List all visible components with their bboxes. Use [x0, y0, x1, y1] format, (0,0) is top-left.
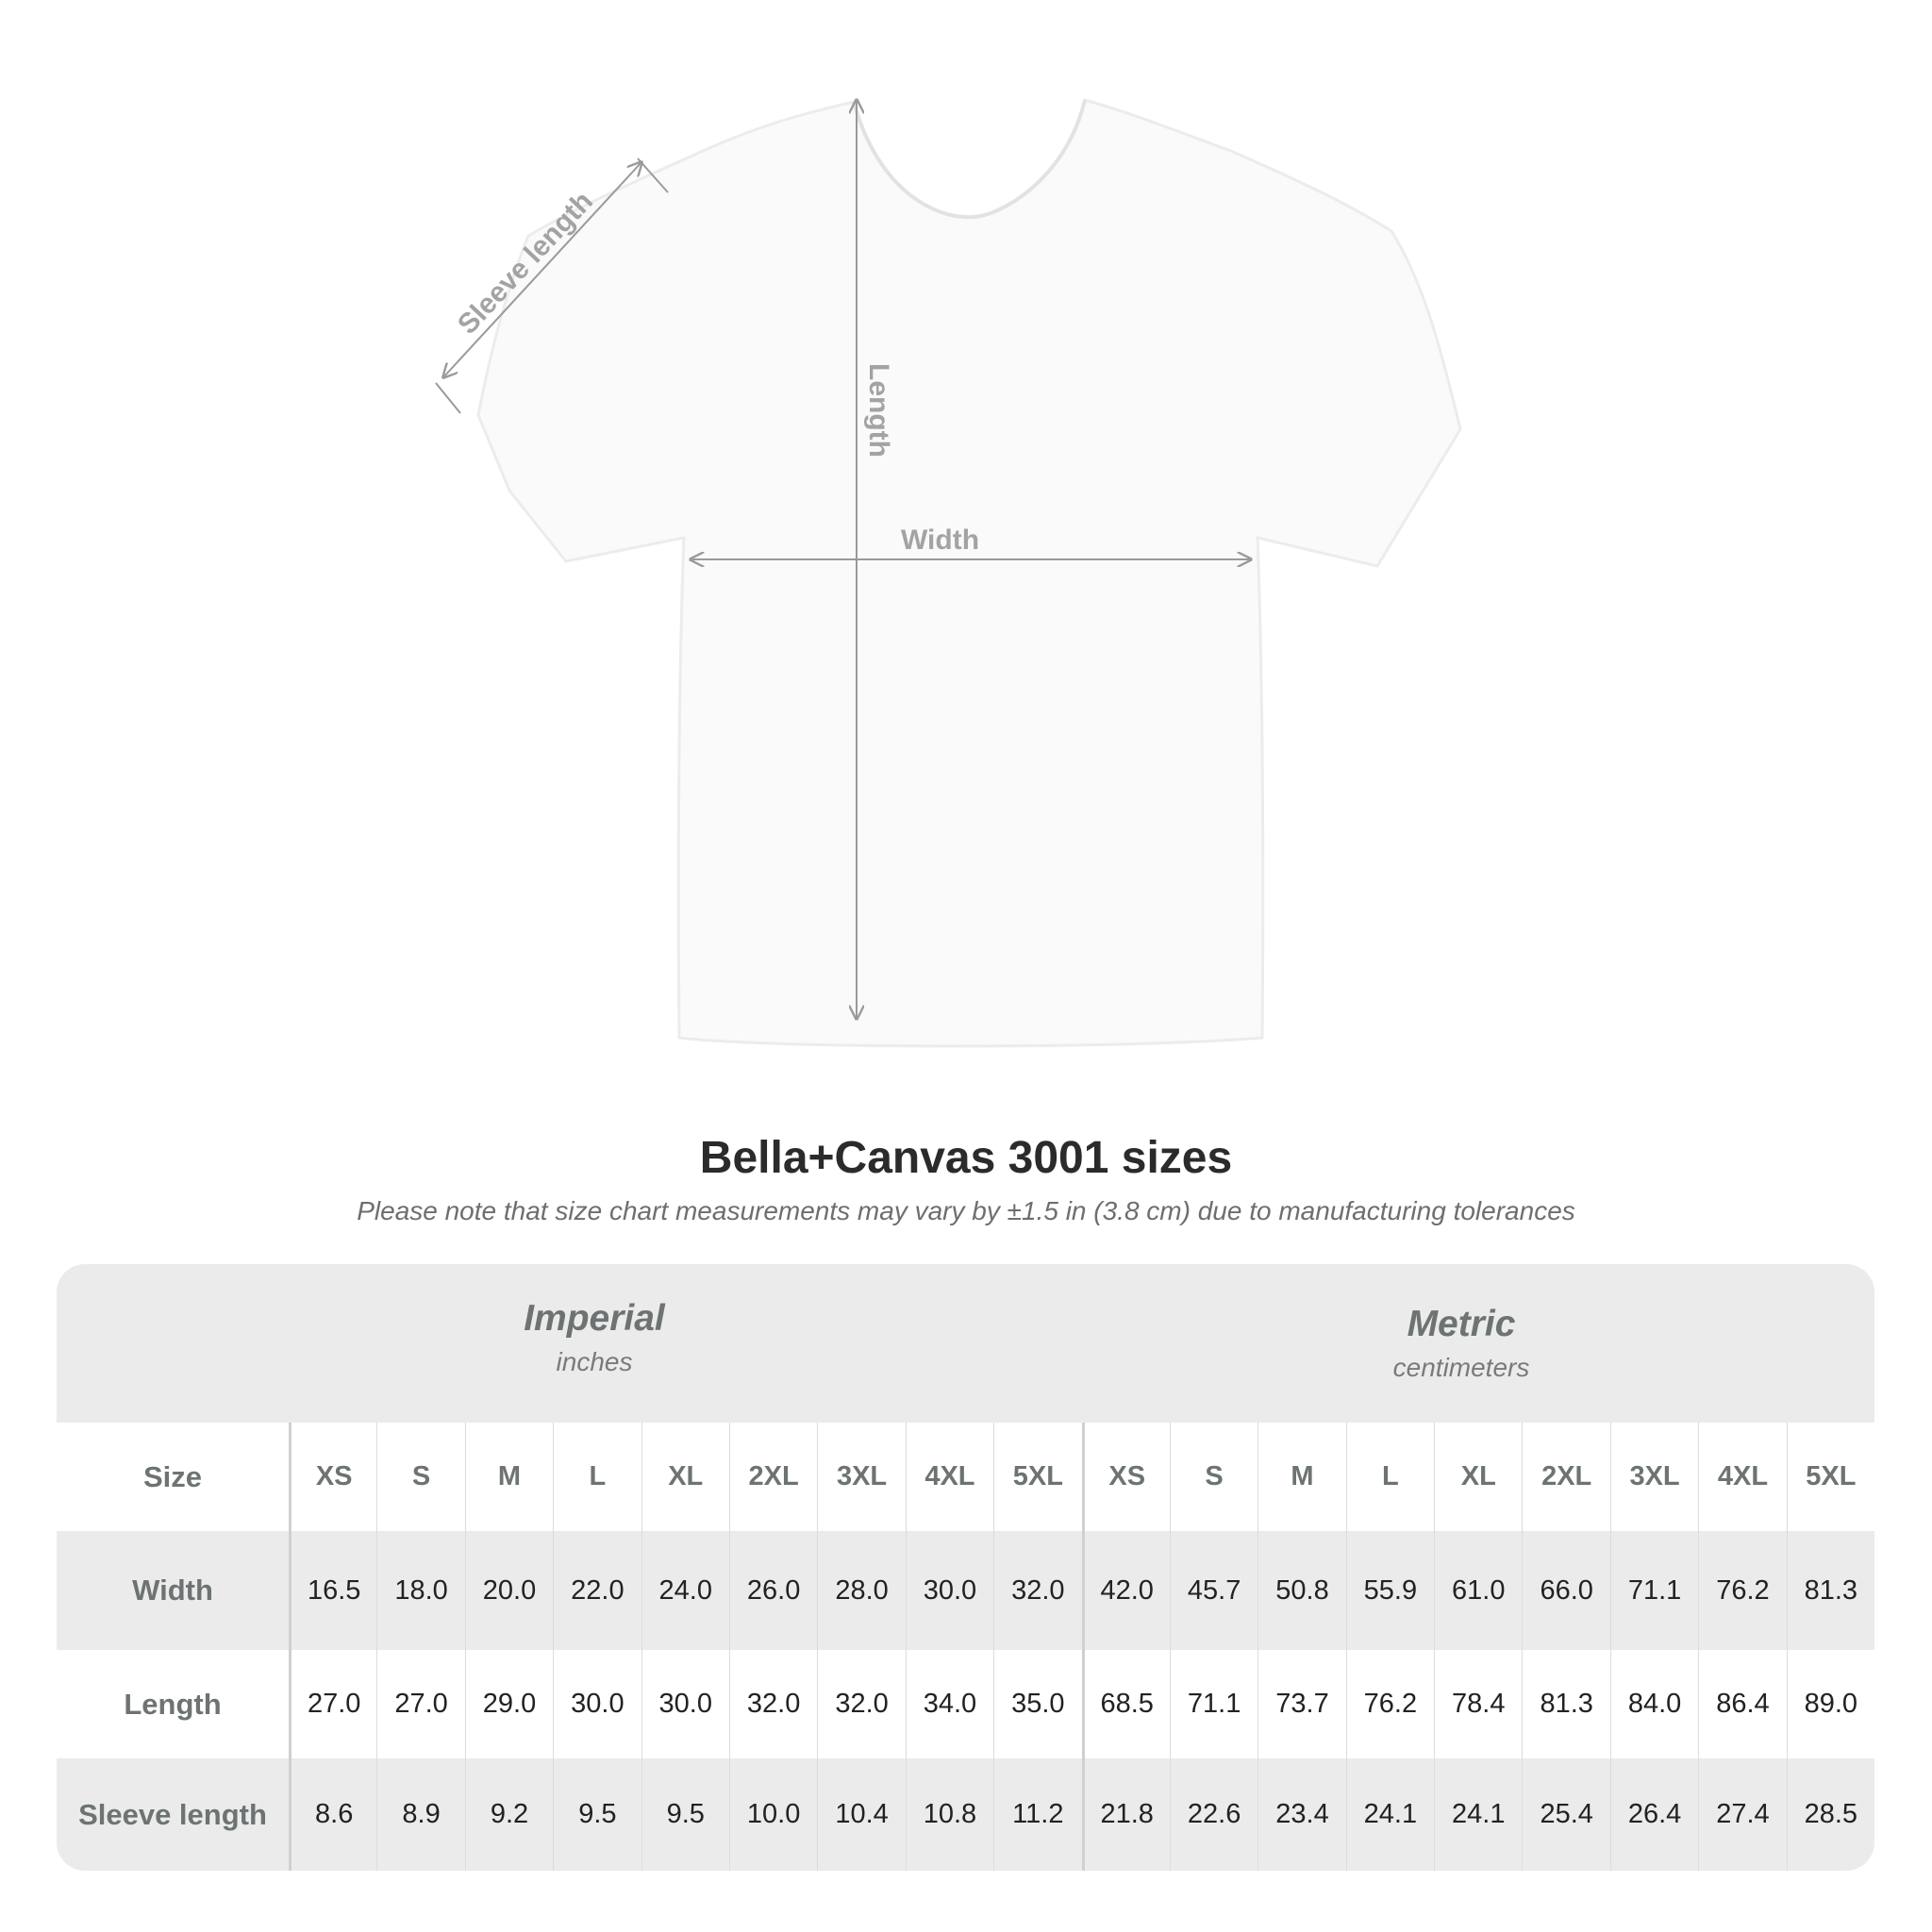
length-label: Length [863, 363, 894, 458]
table-cell: 27.0 [289, 1650, 376, 1758]
table-cell: 24.1 [1434, 1758, 1522, 1871]
table-cell: 8.6 [289, 1758, 376, 1871]
table-cell: 73.7 [1257, 1650, 1345, 1758]
imperial-unit: inches [556, 1347, 633, 1376]
table-cell: 10.4 [817, 1758, 905, 1871]
table-cell: 50.8 [1257, 1531, 1345, 1650]
table-cell: 45.7 [1169, 1531, 1257, 1650]
imperial-header: Imperial inches [311, 1298, 877, 1377]
table-cell: 18.0 [376, 1531, 464, 1650]
size-column-header: M [1257, 1423, 1345, 1531]
row-label: Width [132, 1574, 213, 1607]
metric-unit: centimeters [1392, 1353, 1530, 1382]
size-column-header: XL [1434, 1423, 1522, 1531]
size-column-header: S [1169, 1423, 1257, 1531]
table-cell: 22.6 [1169, 1758, 1257, 1871]
size-table: Imperial inches Metric centimeters Size X… [57, 1264, 1874, 1871]
table-cell: 34.0 [905, 1650, 993, 1758]
table-cell: 8.9 [376, 1758, 464, 1871]
table-cell: 29.0 [464, 1650, 553, 1758]
table-cell: 21.8 [1081, 1758, 1170, 1871]
table-cell: 61.0 [1434, 1531, 1522, 1650]
metric-header: Metric centimeters [1178, 1304, 1744, 1383]
table-cell: 9.2 [464, 1758, 553, 1871]
table-cell: 30.0 [553, 1650, 641, 1758]
page-title: Bella+Canvas 3001 sizes [699, 1133, 1233, 1183]
table-cell: 68.5 [1081, 1650, 1170, 1758]
table-cell: 26.0 [728, 1531, 817, 1650]
table-cell: 30.0 [641, 1650, 729, 1758]
size-column-header: 5XL [993, 1423, 1081, 1531]
table-cell: 35.0 [993, 1650, 1081, 1758]
size-column-header: L [553, 1423, 641, 1531]
table-cell: 24.1 [1345, 1758, 1434, 1871]
size-header-row: Size XS S M L XL 2XL 3XL 4XL 5XL XS S M L XL 2XL 3XL 4XL 5… [57, 1423, 1874, 1531]
header-band [57, 1264, 1874, 1423]
table-cell: 81.3 [1786, 1531, 1874, 1650]
table-row: Width 16.5 18.0 20.0 22.0 24.0 26.0 28.0 30.0 32.… [57, 1531, 1874, 1650]
table-cell: 10.8 [905, 1758, 993, 1871]
table-cell: 28.5 [1786, 1758, 1874, 1871]
row-label: Length [124, 1687, 222, 1721]
tshirt-image [476, 98, 1462, 1048]
table-row: Sleeve length 8.6 8.9 9.2 9.5 9.5 10.0 10.4 10.8… [57, 1758, 1874, 1871]
table-cell: 89.0 [1786, 1650, 1874, 1758]
table-cell: 10.0 [728, 1758, 817, 1871]
tolerance-note: Please note that size chart measurements… [357, 1196, 1575, 1225]
width-label: Width [901, 525, 979, 556]
size-column-header: L [1345, 1423, 1434, 1531]
table-cell: 24.0 [641, 1531, 729, 1650]
table-cell: 9.5 [641, 1758, 729, 1871]
imperial-label: Imperial [524, 1298, 665, 1339]
table-cell: 32.0 [993, 1531, 1081, 1650]
table-cell: 42.0 [1081, 1531, 1170, 1650]
table-cell: 86.4 [1698, 1650, 1786, 1758]
size-column-header: XS [289, 1423, 376, 1531]
tshirt-diagram: Sleeve length Length Width [435, 98, 1462, 1048]
table-cell: 55.9 [1345, 1531, 1434, 1650]
table-cell: 84.0 [1609, 1650, 1698, 1758]
size-column-header: 4XL [1698, 1423, 1786, 1531]
size-column-header: 2XL [1522, 1423, 1609, 1531]
row-label: Sleeve length [78, 1797, 267, 1831]
table-cell: 26.4 [1609, 1758, 1698, 1871]
table-cell: 27.4 [1698, 1758, 1786, 1871]
table-cell: 28.0 [817, 1531, 905, 1650]
table-cell: 76.2 [1698, 1531, 1786, 1650]
sleeve-arrow [443, 162, 641, 377]
table-cell: 9.5 [553, 1758, 641, 1871]
table-cell: 20.0 [464, 1531, 553, 1650]
row-label: Size [142, 1459, 203, 1493]
table-cell: 32.0 [817, 1650, 905, 1758]
table-cell: 23.4 [1257, 1758, 1345, 1871]
table-cell: 30.0 [905, 1531, 993, 1650]
table-cell: 27.0 [376, 1650, 464, 1758]
table-row: Length 27.0 27.0 29.0 30.0 30.0 32.0 32.0 34.0 35… [57, 1650, 1874, 1758]
size-column-header: XL [641, 1423, 729, 1531]
table-cell: 78.4 [1434, 1650, 1522, 1758]
size-column-header: M [464, 1423, 553, 1531]
size-column-header: 5XL [1786, 1423, 1874, 1531]
size-column-header: 4XL [905, 1423, 993, 1531]
size-column-header: 2XL [728, 1423, 817, 1531]
table-cell: 11.2 [993, 1758, 1081, 1871]
size-column-header: XS [1081, 1423, 1170, 1531]
table-cell: 71.1 [1169, 1650, 1257, 1758]
table-cell: 76.2 [1345, 1650, 1434, 1758]
size-column-header: S [376, 1423, 464, 1531]
table-cell: 25.4 [1522, 1758, 1609, 1871]
table-cell: 66.0 [1522, 1531, 1609, 1650]
table-cell: 16.5 [289, 1531, 376, 1650]
table-cell: 81.3 [1522, 1650, 1609, 1758]
table-cell: 32.0 [728, 1650, 817, 1758]
size-column-header: 3XL [817, 1423, 905, 1531]
size-column-header: 3XL [1609, 1423, 1698, 1531]
metric-label: Metric [1407, 1304, 1516, 1344]
table-cell: 22.0 [553, 1531, 641, 1650]
table-cell: 71.1 [1609, 1531, 1698, 1650]
